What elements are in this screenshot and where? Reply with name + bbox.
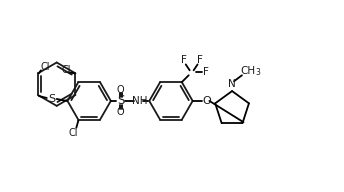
Text: S: S — [117, 94, 125, 108]
Text: F: F — [197, 55, 203, 65]
Text: N: N — [228, 79, 236, 89]
Text: Cl: Cl — [62, 65, 71, 75]
Text: CH: CH — [240, 66, 255, 76]
Text: Cl: Cl — [69, 127, 78, 137]
Text: F: F — [181, 55, 187, 65]
Text: O: O — [202, 96, 211, 106]
Text: S: S — [48, 94, 55, 104]
Text: F: F — [203, 67, 208, 77]
Text: NH: NH — [132, 96, 147, 106]
Text: 3: 3 — [255, 68, 260, 77]
Text: O: O — [117, 107, 125, 117]
Text: O: O — [117, 85, 125, 95]
Text: Cl: Cl — [41, 62, 50, 72]
